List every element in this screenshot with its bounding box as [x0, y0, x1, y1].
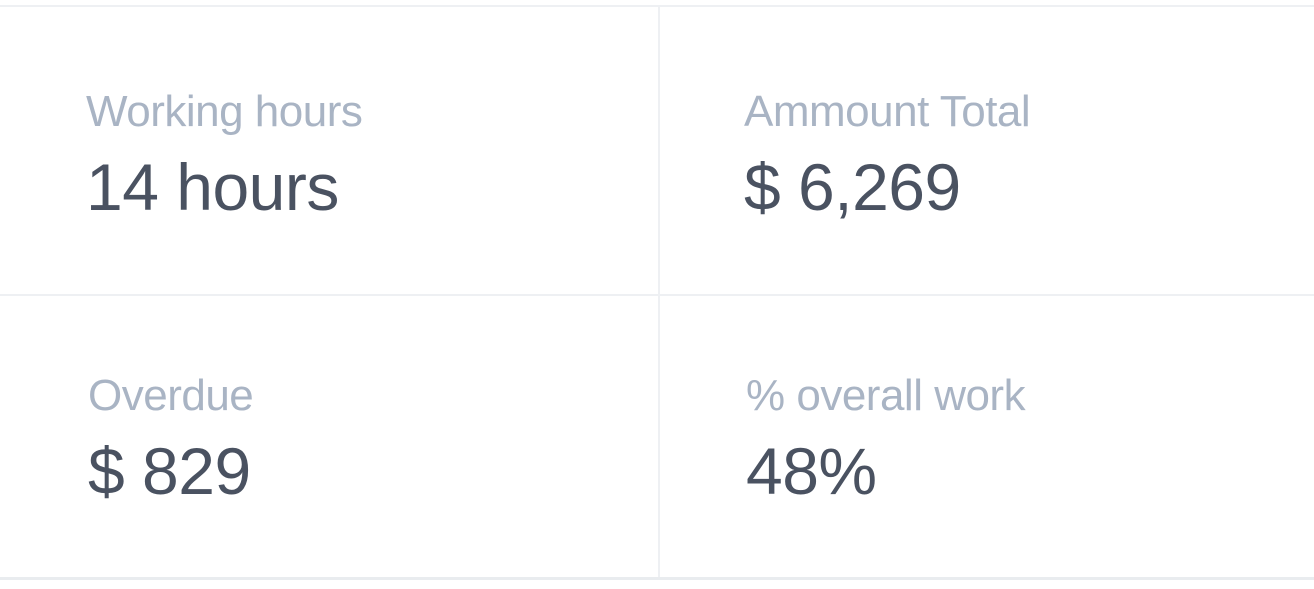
stat-label: Ammount Total: [744, 87, 1031, 136]
horizontal-divider: [0, 294, 1314, 296]
stat-working-hours: Working hours 14 hours: [86, 87, 363, 224]
stat-overdue: Overdue $ 829: [88, 371, 254, 508]
stat-overall-work: % overall work 48%: [746, 371, 1026, 508]
stat-label: Overdue: [88, 371, 254, 420]
vertical-divider: [658, 7, 660, 577]
stat-label: Working hours: [86, 87, 363, 136]
stat-value: 14 hours: [86, 150, 339, 224]
stat-amount-total: Ammount Total $ 6,269: [744, 87, 1031, 224]
stat-label: % overall work: [746, 371, 1026, 420]
stat-value: $ 829: [88, 434, 251, 508]
stat-value: $ 6,269: [744, 150, 961, 224]
stat-value: 48%: [746, 434, 877, 508]
stats-grid: Working hours 14 hours Ammount Total $ 6…: [0, 5, 1314, 580]
